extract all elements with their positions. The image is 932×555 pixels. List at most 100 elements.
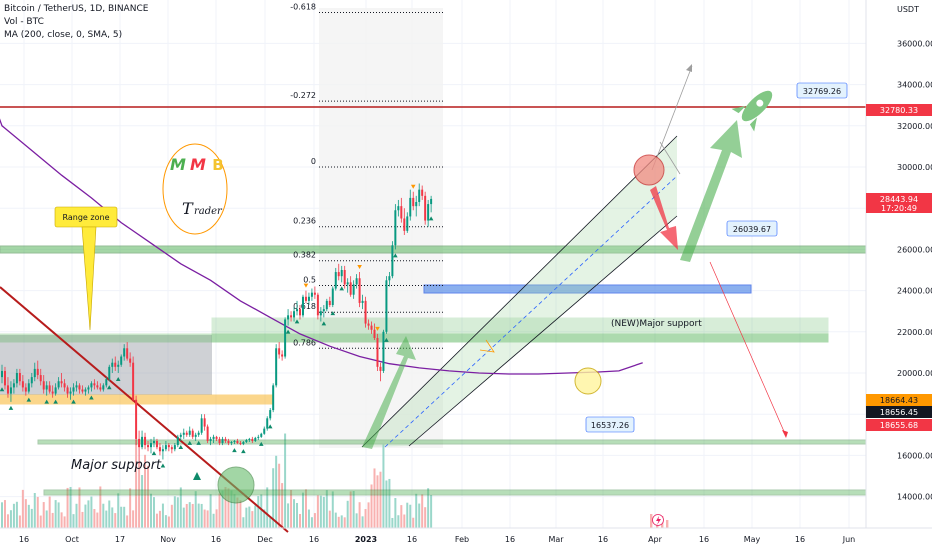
volume-bar [304, 489, 307, 528]
candle [412, 191, 415, 211]
candle-body [367, 323, 370, 326]
buy-marker [384, 337, 389, 342]
x-tick-label: Dec [257, 535, 272, 544]
volume-indicator-label: Vol - BTC [4, 17, 44, 27]
candle-body [203, 418, 206, 427]
symbol-title: Bitcoin / TetherUS, 1D, BINANCE [4, 4, 149, 14]
x-tick-label: Mar [548, 535, 564, 544]
candle-body [93, 383, 96, 386]
price-tag-bg [866, 193, 932, 213]
volume-bar [78, 487, 81, 528]
volume-bar [66, 487, 69, 528]
candle-body [415, 202, 418, 207]
candle-body [403, 218, 406, 231]
candle [251, 436, 254, 444]
candle [81, 385, 84, 394]
candle-body [78, 385, 81, 390]
major-support-label: Major support [71, 458, 162, 473]
candle-body [307, 296, 310, 301]
sell-marker [410, 184, 416, 189]
candle-body [15, 373, 18, 384]
candle [245, 438, 248, 444]
volume-bar [108, 500, 111, 528]
candle-body [296, 309, 299, 312]
candle [358, 272, 361, 308]
buy-marker [26, 397, 32, 402]
candle-body [299, 309, 301, 316]
volume-bar [209, 494, 212, 528]
candle [382, 329, 385, 373]
candle [257, 434, 260, 440]
volume-bar [251, 511, 254, 528]
candle [254, 436, 257, 443]
volume-bar [301, 492, 304, 528]
y-tick-label: 30000.00 [897, 163, 932, 172]
candle [21, 375, 24, 392]
x-tick-label: 16 [795, 535, 805, 544]
candle-body [424, 195, 427, 221]
candle-body [221, 438, 224, 444]
candle-body [239, 443, 242, 445]
volume-bar [385, 480, 388, 528]
volume-bar [313, 513, 316, 528]
candle [126, 342, 129, 361]
candle [129, 352, 132, 367]
candle [361, 294, 364, 310]
candle [406, 212, 409, 233]
volume-bar [346, 500, 349, 528]
candle [155, 438, 158, 450]
volume-bar [212, 513, 215, 528]
candle [427, 199, 430, 227]
candle [57, 377, 60, 390]
candle-body [257, 436, 260, 438]
price-tag-text: 18656.45 [880, 408, 918, 417]
volume-bar [200, 503, 203, 528]
volume-bar [203, 509, 206, 528]
volume-bar [352, 491, 355, 528]
candle-body [200, 418, 203, 433]
candle-body [278, 348, 281, 355]
volume-bar [650, 514, 653, 528]
candle-body [293, 311, 296, 318]
candle-body [385, 280, 388, 332]
candle [355, 274, 358, 289]
x-tick-label: Oct [65, 535, 79, 544]
candle-body [57, 381, 60, 388]
candle [334, 267, 337, 291]
support-line-14000 [43, 489, 867, 496]
volume-bar [182, 507, 185, 528]
candle [1, 364, 3, 384]
candle-body [430, 198, 433, 205]
volume-bar [421, 494, 424, 528]
candle-body [281, 354, 284, 357]
candle-body [376, 337, 379, 367]
volume-bar [191, 503, 194, 528]
candle [346, 278, 349, 293]
candle [78, 383, 81, 394]
candle-body [325, 300, 328, 310]
buy-marker [285, 329, 291, 334]
candle-body [42, 381, 45, 390]
candle-body [275, 348, 278, 386]
candle-body [48, 385, 51, 392]
candle [304, 290, 307, 303]
volume-bar [111, 507, 114, 528]
volume-bar [284, 433, 287, 528]
volume-bar [161, 503, 164, 528]
volume-bar [379, 471, 382, 528]
x-tick-label: 16 [598, 535, 608, 544]
volume-bar [239, 500, 242, 528]
candle-body [105, 379, 108, 386]
candle-body [269, 410, 272, 419]
volume-bar [21, 489, 24, 528]
candle [150, 438, 152, 454]
candle [325, 298, 328, 312]
volume-bar [30, 508, 33, 528]
candle-body [355, 278, 358, 285]
volume-bar [185, 503, 188, 528]
candle [307, 292, 310, 306]
volume-bar [173, 496, 176, 528]
fib-level-label: -0.618 [290, 3, 316, 12]
